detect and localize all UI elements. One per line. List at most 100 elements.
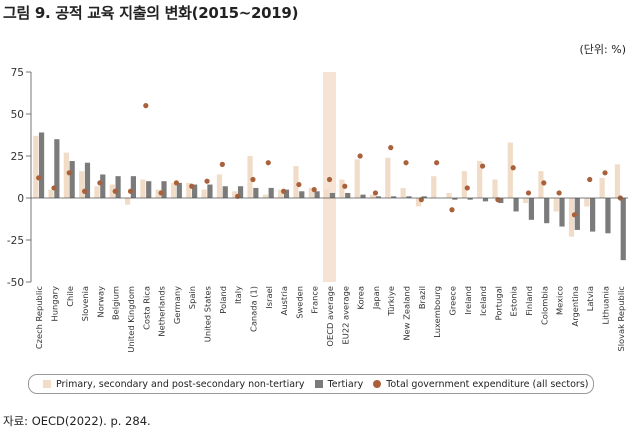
x-tick-label: Latvia	[585, 286, 595, 311]
x-tick-label: Portugal	[493, 286, 503, 320]
x-tick-label: Greece	[447, 286, 457, 316]
x-tick-label: United States	[203, 286, 213, 342]
bar-primary	[523, 198, 529, 204]
legend-swatch-tertiary	[314, 380, 323, 388]
bar-tertiary	[513, 198, 519, 212]
bar-tertiary	[559, 198, 565, 227]
bar-primary	[94, 186, 100, 198]
bar-primary	[477, 161, 483, 198]
x-tick-label: Norway	[95, 286, 105, 318]
point-total	[587, 176, 593, 183]
bar-tertiary	[467, 198, 473, 200]
x-tick-label: Brazil	[417, 286, 427, 309]
legend-label-tertiary: Tertiary	[327, 378, 364, 390]
legend-item-total: Total government expenditure (all sector…	[373, 379, 588, 390]
point-total	[464, 185, 470, 191]
point-total	[602, 170, 608, 176]
source-note: 자료: OECD(2022). p. 284.	[3, 414, 151, 428]
bar-primary	[125, 198, 131, 205]
bar-tertiary	[146, 181, 152, 198]
point-total	[158, 190, 164, 196]
chart-legend: Primary, secondary and post-secondary no…	[28, 374, 594, 394]
point-total	[173, 180, 180, 186]
bar-tertiary	[620, 198, 626, 261]
bar-tertiary	[283, 189, 290, 198]
bar-tertiary	[299, 191, 305, 198]
bar-primary	[339, 179, 345, 198]
unit-label: (단위: %)	[579, 43, 626, 56]
point-total	[357, 153, 363, 159]
x-tick-label: Czech Republic	[34, 286, 44, 350]
bar-primary	[324, 189, 330, 198]
legend-item-primary: Primary, secondary and post-secondary no…	[43, 379, 305, 390]
x-tick-label: Costa Rica	[141, 286, 151, 330]
legend-swatch-total	[373, 380, 382, 388]
bar-tertiary	[115, 176, 121, 198]
x-tick-label: Ireland	[463, 286, 473, 315]
bar-tertiary	[544, 198, 550, 224]
point-total	[189, 183, 195, 189]
x-tick-label: Israel	[264, 286, 274, 309]
point-total	[525, 190, 532, 196]
bar-tertiary	[130, 176, 136, 198]
bar-primary	[614, 164, 621, 198]
y-tick-label: 25	[11, 151, 24, 163]
bar-primary	[48, 189, 54, 198]
bar-primary	[247, 156, 253, 198]
bar-primary	[492, 179, 498, 198]
bar-primary	[201, 189, 207, 198]
bar-primary	[385, 157, 391, 198]
bar-primary	[293, 166, 299, 198]
bar-tertiary	[192, 184, 198, 198]
x-tick-label: Poland	[218, 286, 228, 314]
x-tick-label: Korea	[356, 286, 366, 310]
bar-tertiary	[237, 186, 244, 198]
bar-tertiary	[161, 181, 167, 198]
x-tick-label: Sweden	[294, 286, 304, 319]
bar-primary	[140, 179, 146, 198]
x-tick-label: Italy	[233, 286, 243, 304]
bar-primary	[216, 174, 223, 198]
point-total	[250, 176, 256, 183]
x-tick-label: France	[310, 286, 320, 314]
bar-tertiary	[345, 192, 351, 198]
point-total	[143, 103, 149, 109]
point-total	[97, 180, 103, 186]
point-total	[296, 181, 302, 188]
x-tick-label: Hungary	[49, 286, 59, 322]
bar-primary	[232, 191, 238, 198]
x-tick-label: Iceland	[478, 286, 488, 316]
bar-primary	[262, 194, 268, 198]
bar-tertiary	[375, 196, 381, 198]
bar-tertiary	[54, 139, 60, 198]
point-total	[556, 190, 562, 196]
bar-tertiary	[590, 198, 596, 232]
x-tick-label: Germany	[172, 286, 182, 324]
y-tick-label: 0	[17, 193, 24, 205]
bar-tertiary	[268, 187, 274, 198]
y-tick-label: 75	[11, 67, 24, 79]
bar-tertiary	[406, 196, 412, 198]
x-tick-label: New Zealand	[402, 286, 412, 341]
legend-swatch-primary	[43, 380, 51, 388]
bar-tertiary	[498, 198, 504, 204]
bar-primary	[109, 184, 115, 198]
bar-tertiary	[100, 174, 106, 198]
x-tick-label: Finland	[524, 286, 534, 316]
bar-primary	[599, 177, 605, 198]
bar-primary	[308, 187, 314, 198]
bar-tertiary	[482, 198, 489, 202]
point-total	[265, 160, 271, 166]
point-total	[510, 165, 516, 171]
point-total	[127, 188, 134, 194]
x-tick-label: Austria	[279, 286, 289, 315]
bar-tertiary	[84, 162, 91, 198]
point-total	[388, 145, 394, 151]
bar-tertiary	[38, 132, 45, 198]
bar-primary	[507, 142, 513, 198]
point-total	[571, 212, 578, 218]
x-tick-label: United Kingdom	[126, 286, 136, 353]
x-tick-label: Colombia	[539, 286, 549, 325]
y-tick-label: -50	[7, 277, 24, 289]
point-total	[204, 178, 210, 184]
